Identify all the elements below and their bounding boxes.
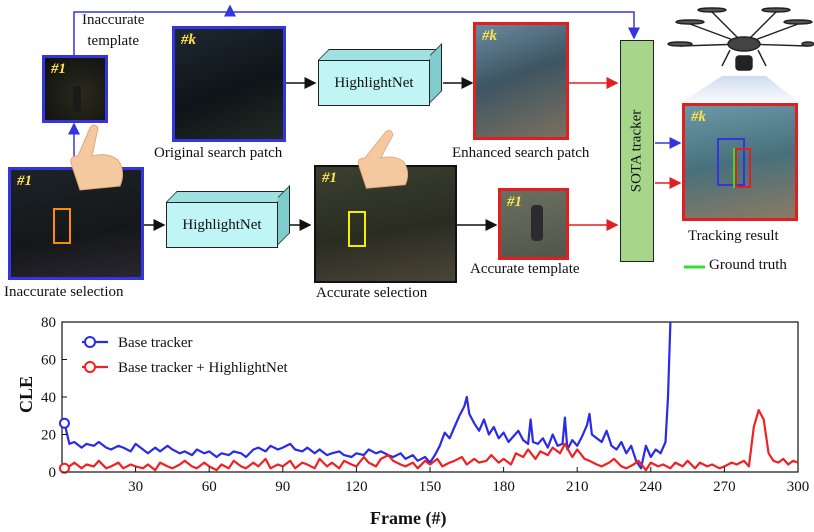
accurate-template-patch: #1 xyxy=(498,188,569,260)
series-line-base-tracker-highlightnet xyxy=(64,409,799,472)
inaccurate-selection-patch: #1 xyxy=(8,167,144,280)
x-tick-label: 150 xyxy=(419,479,442,495)
frame-tag: #1 xyxy=(51,61,66,77)
series-start-marker xyxy=(58,462,70,474)
x-tick-label: 60 xyxy=(202,479,217,495)
legend-label: Base tracker + HighlightNet xyxy=(118,360,288,376)
x-tick-label: 210 xyxy=(566,479,589,495)
frame-tag: #k xyxy=(482,28,497,44)
x-tick-label: 120 xyxy=(345,479,368,495)
x-tick-label: 270 xyxy=(713,479,736,495)
legend-marker xyxy=(84,336,96,348)
highlightnet-bottom-label: HighlightNet xyxy=(182,216,262,233)
legend-label: Base tracker xyxy=(118,335,193,351)
label-tracking-result: Tracking result xyxy=(688,228,779,244)
frame-tag: #1 xyxy=(322,170,337,186)
inaccurate-bounding-box xyxy=(53,208,71,244)
y-tick-label: 80 xyxy=(41,315,56,331)
y-tick-label: 20 xyxy=(41,428,56,444)
tracking-result-patch: #k xyxy=(682,103,798,221)
drone-icon xyxy=(667,7,814,71)
y-tick-label: 60 xyxy=(41,353,56,369)
highlightnet-block-bottom: HighlightNet xyxy=(166,202,278,248)
chart-ylabel: CLE xyxy=(16,375,37,414)
x-tick-label: 300 xyxy=(787,479,810,495)
highlightnet-box xyxy=(735,148,751,188)
frame-tag: #k xyxy=(181,32,196,48)
base-tracker-box xyxy=(717,138,745,186)
diagram-connectors xyxy=(68,4,814,269)
y-tick-label: 40 xyxy=(41,390,56,406)
x-tick-label: 180 xyxy=(492,479,515,495)
y-tick-label: 0 xyxy=(49,465,57,481)
label-enhanced-search-patch: Enhanced search patch xyxy=(452,145,590,161)
x-tick-label: 30 xyxy=(128,479,143,495)
original-search-patch: #k xyxy=(172,26,286,142)
label-inaccurate-template: Inaccurate template xyxy=(82,12,145,49)
highlightnet-block-top: HighlightNet xyxy=(318,60,430,106)
label-inaccurate-selection: Inaccurate selection xyxy=(4,284,124,300)
series-line-base-tracker xyxy=(63,321,672,470)
frame-tag: #1 xyxy=(507,194,522,210)
inaccurate-template-patch: #1 xyxy=(42,55,108,123)
highlightnet-top-label: HighlightNet xyxy=(334,74,414,91)
legend-marker xyxy=(84,361,96,373)
template-feed-line xyxy=(73,11,640,55)
frame-tag: #1 xyxy=(17,173,32,189)
hand-pointer-icon xyxy=(70,124,124,191)
x-tick-label: 240 xyxy=(640,479,663,495)
label-accurate-template: Accurate template xyxy=(470,261,580,277)
series-start-marker xyxy=(58,417,70,429)
x-tick-label: 90 xyxy=(275,479,290,495)
enhanced-search-patch: #k xyxy=(473,22,569,140)
frame-tag: #k xyxy=(691,109,706,125)
hand-pointer-icon xyxy=(357,129,409,189)
label-original-search-patch: Original search patch xyxy=(154,145,283,161)
label-ground-truth: Ground truth xyxy=(709,257,787,273)
drone-camera-beam xyxy=(682,76,798,102)
accurate-bounding-box xyxy=(348,211,366,247)
label-accurate-selection: Accurate selection xyxy=(316,285,428,301)
sota-tracker-block: SOTA tracker xyxy=(620,40,654,262)
chart-xlabel: Frame (#) xyxy=(370,508,447,528)
